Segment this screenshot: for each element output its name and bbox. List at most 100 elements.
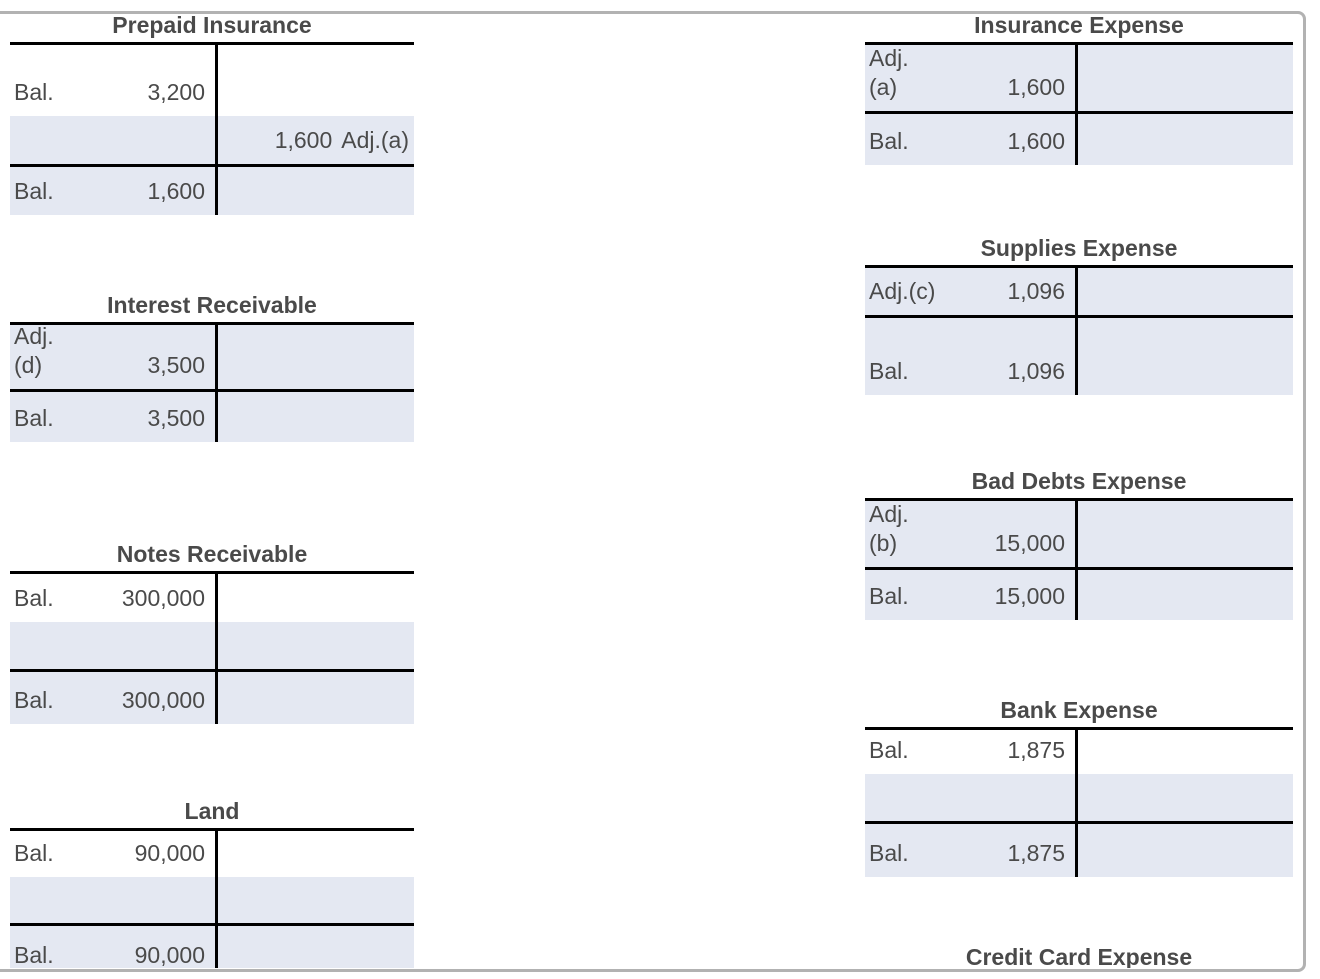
debit-cell: Bal. 15,000 — [865, 570, 1075, 620]
debit-entry-label: Bal. — [14, 687, 54, 713]
debit-entry-amount: 90,000 — [134, 942, 205, 968]
account-body: Bal. 1,875 Bal. 1,875 — [865, 730, 1293, 877]
debit-entry-amount: 1,096 — [1007, 278, 1065, 304]
t-account-supplies-expense: Supplies Expense Adj.(c) 1,096 Bal. 1,096 — [865, 231, 1293, 395]
debit-cell — [10, 622, 215, 669]
debit-cell: Bal. 1,875 — [865, 730, 1075, 774]
t-account-land: Land Bal. 90,000 Bal. 90,000 — [10, 794, 414, 968]
t-account-divider-line — [1075, 268, 1078, 395]
debit-cell: Adj. (b) 15,000 — [865, 501, 1075, 567]
t-account-divider-line — [215, 45, 218, 215]
account-row: Bal. 300,000 — [10, 672, 414, 724]
credit-cell — [215, 926, 414, 968]
account-body: Bal. 3,200 1,600 Adj.(a) Bal. 1,600 — [10, 45, 414, 215]
t-account-divider-line — [1075, 45, 1078, 165]
debit-entry-amount: 1,875 — [1007, 737, 1065, 763]
debit-entry-label: Bal. — [869, 583, 909, 609]
account-row: Bal. 1,600 — [865, 114, 1293, 165]
debit-cell: Adj.(c) 1,096 — [865, 268, 1075, 315]
debit-entry-label: Bal. — [14, 79, 54, 105]
t-account-prepaid-insurance: Prepaid Insurance Bal. 3,200 1,600 Adj.(a) Ba… — [10, 14, 414, 215]
debit-entry-amount: 300,000 — [121, 585, 205, 611]
debit-entry-amount: 1,875 — [1007, 840, 1065, 866]
debit-entry-label: Bal. — [14, 840, 54, 866]
account-title: Interest Receivable — [10, 288, 414, 325]
debit-cell: Bal. 1,875 — [865, 824, 1075, 877]
account-row: Adj. (a) 1,600 — [865, 45, 1293, 114]
account-row: Bal. 3,500 — [10, 392, 414, 442]
account-title: Bad Debts Expense — [865, 464, 1293, 501]
account-title: Land — [10, 794, 414, 831]
t-account-interest-receivable: Interest Receivable Adj. (d) 3,500 Bal. 3,50… — [10, 288, 414, 442]
debit-entry-amount: 3,500 — [147, 352, 205, 378]
t-account-divider-line — [1075, 501, 1078, 620]
credit-cell — [1075, 268, 1293, 315]
credit-cell: 1,600 Adj.(a) — [215, 116, 414, 164]
account-row — [865, 774, 1293, 824]
debit-entry-label: Bal. — [869, 358, 909, 384]
debit-entry-label: Bal. — [14, 942, 54, 968]
account-title: Notes Receivable — [10, 537, 414, 574]
debit-entry-amount: 3,500 — [147, 405, 205, 431]
account-body: Adj.(c) 1,096 Bal. 1,096 — [865, 268, 1293, 395]
debit-cell: Bal. 1,096 — [865, 318, 1075, 395]
debit-entry-label: Bal. — [14, 178, 54, 204]
credit-cell — [1075, 824, 1293, 877]
debit-entry-amount: 3,200 — [147, 79, 205, 105]
account-row: Bal. 300,000 — [10, 574, 414, 622]
debit-cell: Bal. 1,600 — [865, 114, 1075, 165]
t-account-insurance-expense: Insurance Expense Adj. (a) 1,600 Bal. 1,600 — [865, 14, 1293, 165]
account-body: Bal. 300,000 Bal. 300,000 — [10, 574, 414, 724]
debit-entry-amount: 1,096 — [1007, 358, 1065, 384]
credit-cell — [1075, 774, 1293, 821]
debit-entry-amount: 300,000 — [121, 687, 205, 713]
credit-cell — [1075, 570, 1293, 620]
debit-entry-amount: 1,600 — [1007, 128, 1065, 154]
debit-cell: Adj. (d) 3,500 — [10, 323, 215, 389]
account-row — [10, 877, 414, 926]
debit-cell — [865, 774, 1075, 821]
credit-entry-label: Adj.(a) — [341, 127, 409, 153]
account-row: Bal. 1,875 — [865, 730, 1293, 774]
debit-cell: Bal. 300,000 — [10, 672, 215, 724]
debit-cell: Bal. 90,000 — [10, 831, 215, 877]
account-title: Supplies Expense — [865, 231, 1293, 268]
t-account-divider-line — [215, 325, 218, 442]
debit-cell — [10, 877, 215, 923]
credit-entry-amount: 1,600 — [274, 127, 333, 153]
account-title: Insurance Expense — [865, 14, 1293, 45]
debit-cell — [10, 116, 215, 164]
account-row: Adj.(c) 1,096 — [865, 268, 1293, 318]
account-row: Bal. 1,096 — [865, 318, 1293, 395]
debit-entry-label: Bal. — [869, 840, 909, 866]
debit-entry-label: Adj. (b) — [869, 501, 909, 556]
debit-entry-label: Bal. — [869, 737, 909, 763]
credit-cell — [1075, 114, 1293, 165]
credit-cell — [215, 392, 414, 442]
t-account-notes-receivable: Notes Receivable Bal. 300,000 Bal. 300,000 — [10, 537, 414, 724]
debit-entry-label: Adj.(c) — [869, 278, 936, 304]
credit-cell — [1075, 318, 1293, 395]
t-account-credit-card-expense: Credit Card Expense — [865, 940, 1293, 968]
debit-entry-amount: 15,000 — [994, 530, 1065, 556]
account-row: Bal. 1,875 — [865, 824, 1293, 877]
debit-entry-label: Adj. (d) — [14, 323, 54, 378]
credit-cell — [1075, 45, 1293, 111]
debit-entry-label: Bal. — [14, 585, 54, 611]
t-account-bank-expense: Bank Expense Bal. 1,875 Bal. 1,875 — [865, 693, 1293, 877]
debit-entry-label: Bal. — [869, 128, 909, 154]
account-row: Bal. 90,000 — [10, 831, 414, 877]
credit-cell — [215, 574, 414, 622]
account-body: Adj. (a) 1,600 Bal. 1,600 — [865, 45, 1293, 165]
debit-cell: Adj. (a) 1,600 — [865, 45, 1075, 111]
credit-cell — [1075, 501, 1293, 567]
debit-cell: Bal. 3,500 — [10, 392, 215, 442]
credit-cell — [215, 167, 414, 215]
debit-cell: Bal. 300,000 — [10, 574, 215, 622]
credit-cell — [215, 45, 414, 116]
credit-cell — [215, 622, 414, 669]
account-title: Bank Expense — [865, 693, 1293, 730]
t-account-divider-line — [215, 574, 218, 724]
